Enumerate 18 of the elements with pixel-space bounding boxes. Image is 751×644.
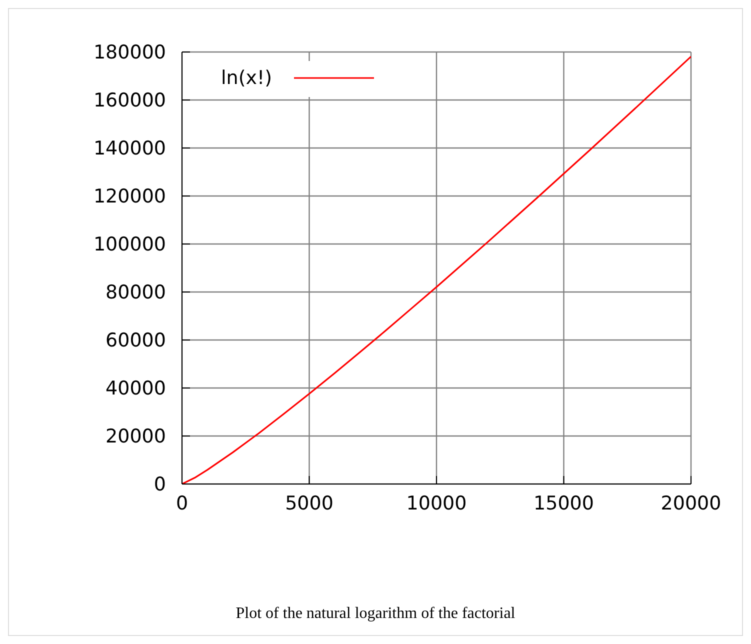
y-tick-label: 160000 <box>93 90 166 112</box>
y-tick-label: 80000 <box>106 282 166 304</box>
x-tick-label: 15000 <box>534 492 594 514</box>
x-tick-label: 5000 <box>285 492 334 514</box>
y-tick-label: 100000 <box>93 234 166 256</box>
x-tick-label: 0 <box>176 492 188 514</box>
y-tick-label: 40000 <box>106 378 166 400</box>
line-series <box>182 56 691 484</box>
y-tick-label: 140000 <box>93 138 166 160</box>
text: Plot of the natural logarithm of the factorial <box>234 605 516 623</box>
x-tick-label: 10000 <box>406 492 467 514</box>
x-tick-label: 20000 <box>660 492 722 514</box>
y-tick-label: 20000 <box>106 426 166 448</box>
y-tick-label: 120000 <box>93 186 166 208</box>
y-tick-label: 60000 <box>106 330 166 352</box>
legend-label: ln(x!) <box>221 67 272 89</box>
y-tick-label: 180000 <box>93 42 166 64</box>
y-tick-label: 0 <box>154 474 166 496</box>
